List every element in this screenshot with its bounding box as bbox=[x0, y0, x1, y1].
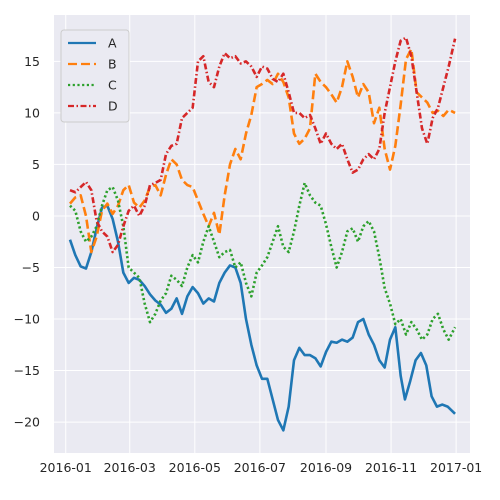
series-layer bbox=[68, 36, 457, 432]
x-tick-label: 2016-05 bbox=[169, 460, 221, 475]
y-tick-label: −15 bbox=[14, 363, 40, 378]
y-tick-label: 10 bbox=[24, 105, 40, 120]
series-line-b bbox=[69, 47, 456, 254]
x-axis: 2016-01 2016-03 2016-05 2016-07 2016-09 2016-… bbox=[40, 460, 483, 475]
y-tick-label: 15 bbox=[24, 54, 40, 69]
legend-box bbox=[60, 29, 130, 123]
legend-label-c: C bbox=[108, 78, 117, 93]
y-tick-label: −20 bbox=[14, 415, 40, 430]
x-tick-label: 2016-01 bbox=[40, 460, 92, 475]
x-tick-label: 2016-03 bbox=[104, 460, 156, 475]
legend-label-a: A bbox=[108, 36, 117, 51]
y-tick-label: −5 bbox=[22, 260, 40, 275]
x-tick-label: 2016-09 bbox=[300, 460, 352, 475]
series-line-c bbox=[69, 181, 457, 341]
series-line-a bbox=[68, 204, 456, 432]
legend-label-d: D bbox=[108, 99, 118, 114]
y-axis: −20 −15 −10 −5 0 5 10 15 bbox=[14, 54, 40, 430]
y-tick-label: −10 bbox=[14, 312, 40, 327]
x-tick-label: 2016-11 bbox=[365, 460, 417, 475]
x-tick-label: 2016-07 bbox=[234, 460, 286, 475]
legend-label-b: B bbox=[108, 57, 117, 72]
x-tick-label: 2017-01 bbox=[430, 460, 482, 475]
y-tick-label: 0 bbox=[32, 208, 40, 223]
y-tick-label: 5 bbox=[32, 157, 40, 172]
